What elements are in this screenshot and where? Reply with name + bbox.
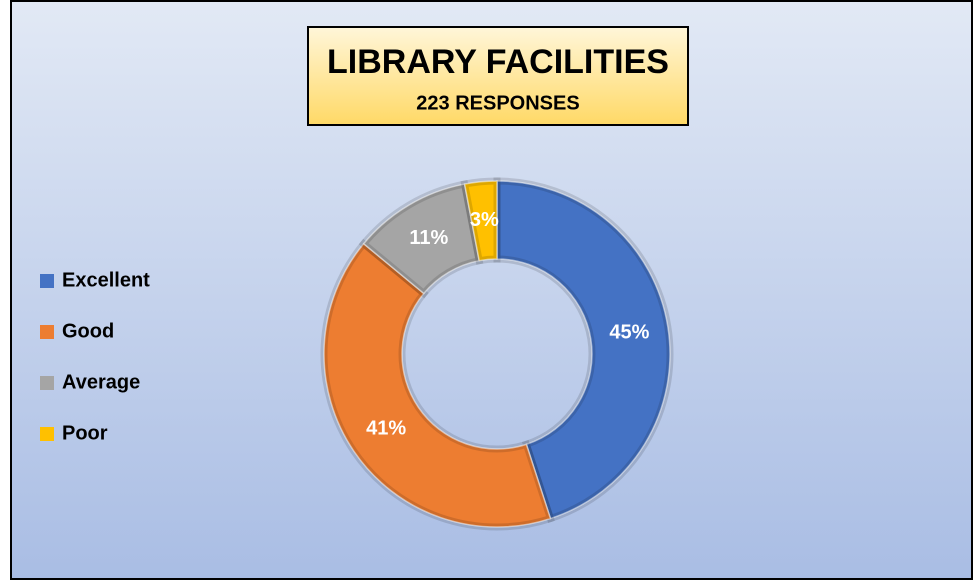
legend-label: Average: [62, 371, 140, 393]
data-label: 11%: [409, 227, 448, 249]
segment-edge: [496, 180, 671, 520]
legend-label: Good: [62, 320, 114, 342]
data-label: 45%: [609, 321, 649, 343]
title-box: [307, 26, 689, 126]
legend-swatch: [40, 376, 54, 390]
legend-swatch: [40, 325, 54, 339]
segment-edge: [323, 242, 552, 528]
legend-label: Excellent: [62, 269, 150, 291]
data-label: 3%: [470, 209, 499, 231]
legend-swatch: [40, 274, 54, 288]
data-label: 41%: [366, 418, 406, 440]
chart-title: LIBRARY FACILITIES: [327, 43, 669, 81]
segment-edge: [463, 180, 498, 262]
legend-swatch: [40, 427, 54, 441]
chart-subtitle: 223 RESPONSES: [416, 92, 579, 114]
legend-label: Poor: [62, 422, 108, 444]
